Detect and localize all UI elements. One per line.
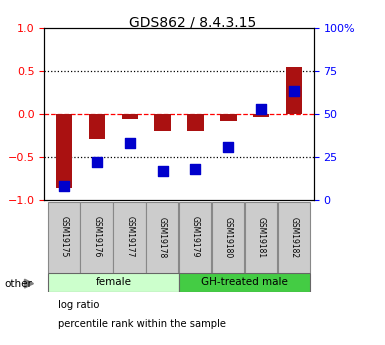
Text: GDS862 / 8.4.3.15: GDS862 / 8.4.3.15 [129,16,256,30]
Text: GSM19178: GSM19178 [158,217,167,258]
Bar [89,114,105,139]
Bar [179,202,211,273]
Bar [179,273,310,292]
Bar [187,114,204,131]
Bar [212,202,244,273]
Bar [278,202,310,273]
Bar [48,202,80,273]
Text: GSM19179: GSM19179 [191,217,200,258]
Bar [113,202,146,273]
Bar [253,114,270,117]
Bar [56,114,72,188]
Point [291,89,297,94]
Point [127,140,133,146]
Bar [80,202,113,273]
Text: GSM19182: GSM19182 [290,217,298,258]
Text: GSM19181: GSM19181 [257,217,266,258]
Point [159,168,166,174]
Bar [122,114,138,119]
Text: log ratio: log ratio [58,300,99,310]
Bar [48,273,179,292]
Bar [245,202,277,273]
Text: GSM19175: GSM19175 [60,217,69,258]
Text: GSM19176: GSM19176 [92,217,101,258]
Point [225,144,231,149]
Bar [154,114,171,131]
Point [192,166,199,172]
Point [61,184,67,189]
Point [258,106,264,111]
Text: GSM19177: GSM19177 [125,217,134,258]
Text: GSM19180: GSM19180 [224,217,233,258]
Text: GH-treated male: GH-treated male [201,277,288,287]
Bar [286,67,302,114]
Bar [220,114,236,121]
Text: other: other [5,279,32,288]
Text: percentile rank within the sample: percentile rank within the sample [58,319,226,329]
Point [94,159,100,165]
Text: female: female [95,277,131,287]
Bar [146,202,178,273]
